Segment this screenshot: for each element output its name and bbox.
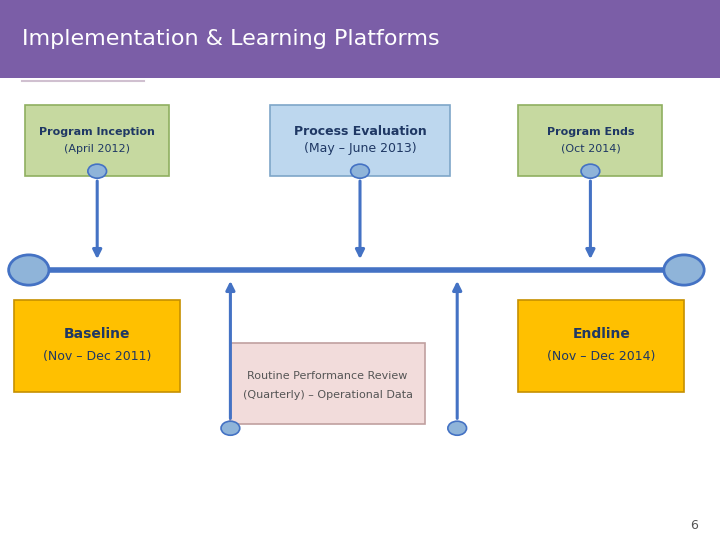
FancyBboxPatch shape xyxy=(0,0,720,78)
Circle shape xyxy=(581,164,600,178)
Text: (April 2012): (April 2012) xyxy=(64,144,130,154)
FancyBboxPatch shape xyxy=(230,343,425,424)
Text: (Quarterly) – Operational Data: (Quarterly) – Operational Data xyxy=(243,390,413,400)
FancyBboxPatch shape xyxy=(14,300,180,392)
Circle shape xyxy=(9,255,49,285)
Circle shape xyxy=(448,421,467,435)
Text: (Nov – Dec 2011): (Nov – Dec 2011) xyxy=(43,350,151,363)
Text: Program Inception: Program Inception xyxy=(40,127,155,137)
Text: Program Ends: Program Ends xyxy=(546,127,634,137)
Text: Routine Performance Review: Routine Performance Review xyxy=(248,371,408,381)
Circle shape xyxy=(351,164,369,178)
Circle shape xyxy=(221,421,240,435)
Text: (Nov – Dec 2014): (Nov – Dec 2014) xyxy=(547,350,655,363)
Circle shape xyxy=(88,164,107,178)
Circle shape xyxy=(664,255,704,285)
Text: 6: 6 xyxy=(690,519,698,532)
Text: Implementation & Learning Platforms: Implementation & Learning Platforms xyxy=(22,29,439,49)
Text: (Oct 2014): (Oct 2014) xyxy=(561,144,620,154)
FancyBboxPatch shape xyxy=(25,105,169,176)
FancyBboxPatch shape xyxy=(518,300,684,392)
Text: (May – June 2013): (May – June 2013) xyxy=(304,143,416,156)
FancyBboxPatch shape xyxy=(518,105,662,176)
FancyBboxPatch shape xyxy=(270,105,450,176)
Text: Baseline: Baseline xyxy=(64,327,130,341)
Text: Endline: Endline xyxy=(572,327,630,341)
Text: Process Evaluation: Process Evaluation xyxy=(294,125,426,138)
